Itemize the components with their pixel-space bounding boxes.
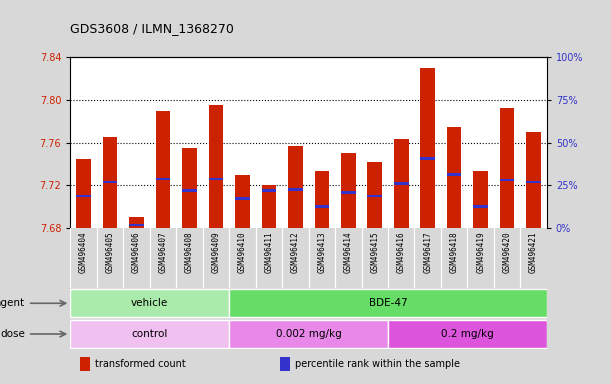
Bar — [315, 205, 329, 208]
Bar — [235, 175, 250, 228]
Text: percentile rank within the sample: percentile rank within the sample — [295, 359, 460, 369]
Text: GSM496420: GSM496420 — [503, 231, 511, 273]
Bar — [76, 159, 91, 228]
Bar — [229, 290, 547, 317]
Bar — [526, 181, 541, 184]
Text: GSM496421: GSM496421 — [529, 231, 538, 273]
Bar — [182, 148, 197, 228]
Bar — [500, 108, 514, 228]
Text: vehicle: vehicle — [131, 298, 168, 308]
Bar — [208, 105, 223, 228]
Bar — [288, 146, 302, 228]
Text: GSM496415: GSM496415 — [370, 231, 379, 273]
Bar — [341, 153, 356, 228]
Text: GSM496412: GSM496412 — [291, 231, 300, 273]
Bar — [103, 181, 117, 184]
Bar — [447, 127, 461, 228]
Text: GSM496416: GSM496416 — [397, 231, 406, 273]
Bar — [80, 357, 90, 371]
Bar — [280, 357, 290, 371]
Bar — [208, 178, 223, 180]
Bar — [156, 111, 170, 228]
Bar — [229, 320, 388, 348]
Text: GSM496404: GSM496404 — [79, 231, 88, 273]
Bar — [367, 162, 382, 228]
Bar — [315, 172, 329, 228]
Bar — [103, 137, 117, 228]
Text: 0.002 mg/kg: 0.002 mg/kg — [276, 329, 342, 339]
Bar — [474, 205, 488, 208]
Text: GSM496405: GSM496405 — [106, 231, 114, 273]
Text: GSM496411: GSM496411 — [265, 231, 273, 273]
Text: control: control — [131, 329, 168, 339]
Text: GSM496417: GSM496417 — [423, 231, 432, 273]
Text: GSM496408: GSM496408 — [185, 231, 194, 273]
Text: agent: agent — [0, 298, 65, 308]
Bar — [262, 189, 276, 192]
Text: GSM496410: GSM496410 — [238, 231, 247, 273]
Bar — [129, 223, 144, 226]
Bar — [70, 290, 229, 317]
Text: GSM496407: GSM496407 — [158, 231, 167, 273]
Bar — [262, 185, 276, 228]
Bar — [526, 132, 541, 228]
Text: 0.2 mg/kg: 0.2 mg/kg — [441, 329, 494, 339]
Bar — [70, 320, 229, 348]
Text: dose: dose — [0, 329, 65, 339]
Bar — [367, 195, 382, 197]
Bar — [76, 195, 91, 197]
Text: GDS3608 / ILMN_1368270: GDS3608 / ILMN_1368270 — [70, 22, 234, 35]
Text: transformed count: transformed count — [95, 359, 186, 369]
Bar — [447, 173, 461, 176]
Bar — [129, 217, 144, 228]
Bar — [500, 179, 514, 181]
Bar — [341, 192, 356, 194]
Text: BDE-47: BDE-47 — [368, 298, 408, 308]
Bar — [235, 197, 250, 200]
Bar — [394, 182, 409, 185]
Bar — [156, 178, 170, 180]
Bar — [420, 68, 435, 228]
Bar — [388, 320, 547, 348]
Bar — [394, 139, 409, 228]
Text: GSM496414: GSM496414 — [344, 231, 353, 273]
Bar — [420, 157, 435, 160]
Text: GSM496418: GSM496418 — [450, 231, 459, 273]
Bar — [288, 188, 302, 191]
Text: GSM496419: GSM496419 — [476, 231, 485, 273]
Bar — [474, 172, 488, 228]
Text: GSM496413: GSM496413 — [317, 231, 326, 273]
Bar — [182, 189, 197, 192]
Text: GSM496406: GSM496406 — [132, 231, 141, 273]
Text: GSM496409: GSM496409 — [211, 231, 221, 273]
